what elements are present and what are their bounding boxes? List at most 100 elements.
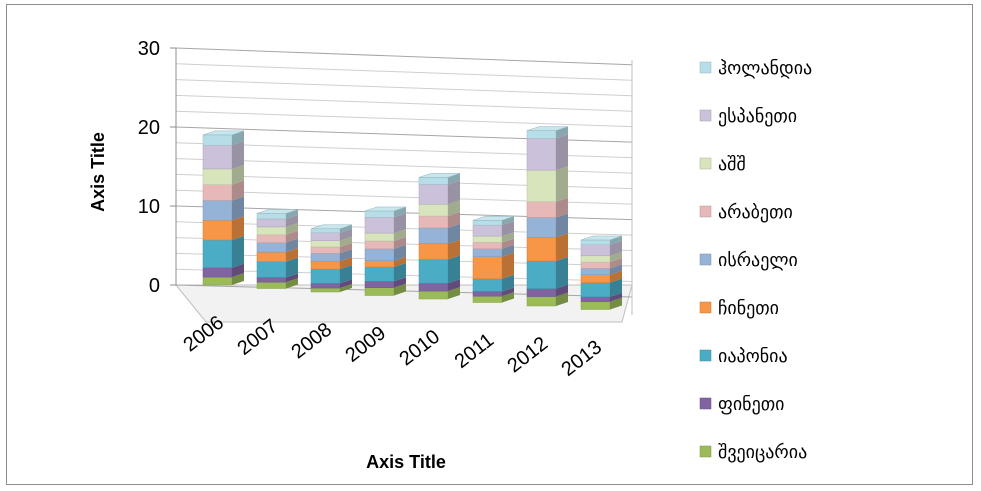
bar-segment-front bbox=[364, 232, 395, 242]
bar-segment-side bbox=[610, 278, 622, 297]
bar-segment-side bbox=[232, 141, 244, 169]
x-tick-label: 2009 bbox=[341, 322, 390, 367]
bar-segment-side bbox=[502, 238, 514, 249]
bar-segment-side bbox=[448, 200, 460, 217]
bar-segment-side bbox=[286, 230, 298, 243]
x-tick-label: 2011 bbox=[451, 329, 498, 373]
bar-segment bbox=[418, 239, 460, 260]
bar-segment-side bbox=[556, 256, 568, 289]
bar-segment-side bbox=[610, 258, 622, 269]
legend-label: ისრაელი bbox=[718, 250, 798, 271]
bar-segment bbox=[580, 278, 622, 298]
bar-segment bbox=[202, 235, 244, 268]
bar-segment-front bbox=[580, 296, 611, 302]
legend-swatch bbox=[699, 397, 712, 410]
gridline bbox=[175, 94, 633, 112]
y-tick-label: 20 bbox=[138, 117, 160, 139]
bar-segment-front bbox=[202, 276, 233, 286]
bar-segment-front bbox=[364, 287, 395, 296]
legend-swatch bbox=[699, 157, 712, 170]
bar-segment-side bbox=[448, 255, 460, 284]
bar-segment-side bbox=[502, 274, 514, 292]
bar-segment-front bbox=[472, 220, 503, 226]
legend-swatch bbox=[699, 445, 712, 458]
bar-segment-front bbox=[580, 261, 611, 269]
bar-segment-front bbox=[472, 242, 503, 250]
bar-segment-front bbox=[418, 290, 449, 300]
legend-swatch bbox=[699, 205, 712, 218]
bar-segment-side bbox=[556, 134, 568, 171]
bar-segment bbox=[472, 274, 514, 292]
bar-segment-front bbox=[364, 281, 395, 288]
bar-segment-side bbox=[232, 263, 244, 278]
bar-segment-front bbox=[256, 281, 287, 289]
bar-segment-side bbox=[394, 229, 406, 241]
bar-segment-side bbox=[340, 279, 352, 289]
bar-segment-front bbox=[310, 253, 341, 262]
legend-label: იაპონია bbox=[718, 346, 788, 367]
bar-segment-front bbox=[202, 239, 233, 268]
bar-segment-side bbox=[232, 164, 244, 185]
bar-segment-side bbox=[502, 292, 514, 303]
bar-segment-front bbox=[418, 227, 449, 244]
bar-top bbox=[580, 235, 623, 241]
bar-segment-side bbox=[394, 283, 406, 296]
bar-segment-side bbox=[502, 232, 514, 243]
bar-segment-front bbox=[418, 184, 449, 205]
bar-segment-side bbox=[556, 284, 568, 297]
bar-segment-side bbox=[610, 297, 622, 310]
bar-segment bbox=[364, 263, 406, 282]
y-tick-label: 10 bbox=[138, 196, 160, 218]
bar-segment-front bbox=[202, 267, 233, 278]
bar-segment-side bbox=[394, 263, 406, 282]
bar-segment bbox=[526, 197, 568, 218]
y-axis-title: Axis Title bbox=[88, 132, 108, 212]
bar-segment-side bbox=[286, 273, 298, 283]
bar-segment-front bbox=[310, 228, 341, 234]
bar-segment-front bbox=[256, 213, 287, 220]
bar-segment-side bbox=[340, 242, 352, 254]
bar-segment-front bbox=[202, 200, 233, 221]
bar-segment bbox=[418, 255, 460, 284]
bar-segment-front bbox=[580, 268, 611, 275]
legend-item: არაბეთი bbox=[699, 202, 793, 223]
bar-segment-side bbox=[448, 279, 460, 292]
bar-top bbox=[202, 130, 245, 136]
bar-segment-front bbox=[526, 201, 557, 218]
bar-segment-front bbox=[256, 261, 287, 278]
bar-segment-front bbox=[256, 277, 287, 283]
gridline bbox=[175, 110, 633, 128]
bar-segment-side bbox=[610, 251, 622, 263]
legend-item: ჰოლანდია bbox=[699, 58, 812, 79]
bar-segment-side bbox=[394, 277, 406, 288]
bar-segment-front bbox=[310, 287, 341, 293]
bar-segment bbox=[418, 223, 460, 244]
legend-label: ჩინეთი bbox=[718, 298, 779, 319]
legend-swatch bbox=[699, 301, 712, 314]
bar-segment-front bbox=[526, 169, 557, 202]
legend-item: შვეიცარია bbox=[699, 442, 807, 463]
bar-segment-side bbox=[394, 206, 406, 218]
bar-column-2010 bbox=[418, 173, 461, 300]
bar-segment-front bbox=[310, 260, 341, 270]
x-tick-label: 2013 bbox=[557, 336, 606, 381]
bar-segment-side bbox=[286, 248, 298, 262]
bar-segment-front bbox=[418, 282, 449, 292]
bar-segment-side bbox=[340, 236, 352, 247]
bar-column-2006 bbox=[202, 130, 245, 286]
y-tick-label: 0 bbox=[149, 275, 160, 297]
bar-column-2008 bbox=[310, 224, 353, 293]
legend: ჰოლანდია ესპანეთი აშშ არაბეთი ისრაელი ჩინეთი ი… bbox=[699, 58, 812, 463]
bar-segment bbox=[364, 213, 406, 234]
bar-segment bbox=[202, 196, 244, 221]
bar-column-2011 bbox=[472, 216, 515, 303]
gridline bbox=[175, 63, 633, 81]
legend-item: ჩინეთი bbox=[699, 298, 779, 319]
legend-swatch bbox=[699, 109, 712, 122]
bar-segment-side bbox=[610, 264, 622, 275]
bar-segment-front bbox=[526, 260, 557, 289]
bar-segment-side bbox=[394, 213, 406, 234]
bar-segment-front bbox=[310, 246, 341, 254]
bar-segment-front bbox=[580, 301, 611, 310]
